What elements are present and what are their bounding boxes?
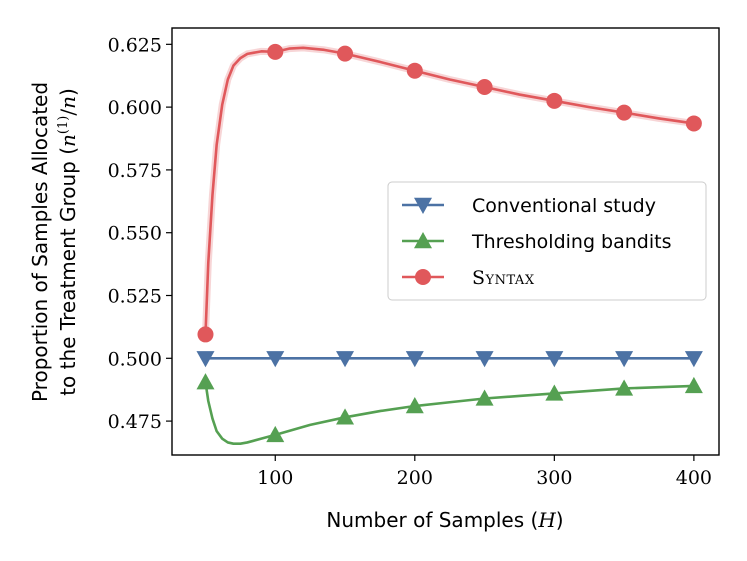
- y-tick-label: 0.525: [108, 286, 162, 308]
- y-axis-label-superscript: (1): [56, 116, 71, 134]
- data-point-conventional-study: [336, 351, 355, 368]
- x-tick-label: 300: [536, 467, 572, 489]
- data-point-conventional-study: [615, 351, 634, 368]
- legend-marker-thresholding-bandits: [414, 232, 432, 249]
- data-point-thresholding-bandits: [545, 384, 564, 401]
- x-tick-label: 100: [257, 467, 293, 489]
- x-axis-label-text: Number of Samples (: [326, 508, 538, 532]
- legend-label-syntax: Syntax: [472, 267, 535, 289]
- data-point-syntax: [197, 326, 214, 343]
- x-axis-label-var: H: [537, 508, 556, 532]
- y-axis-label-n2: n: [56, 96, 80, 109]
- data-point-thresholding-bandits: [615, 379, 634, 396]
- legend-marker-conventional-study: [414, 197, 432, 214]
- data-point-syntax: [267, 43, 284, 60]
- y-axis-label-line2: to the Treatment Group (n(1)/n): [56, 88, 80, 396]
- data-point-thresholding-bandits: [336, 408, 355, 425]
- y-axis-label-line2-text: to the Treatment Group (: [56, 147, 80, 396]
- y-tick-label: 0.625: [108, 34, 162, 56]
- data-point-thresholding-bandits: [196, 373, 215, 390]
- x-tick-label: 200: [397, 467, 433, 489]
- data-point-thresholding-bandits: [405, 397, 424, 414]
- data-point-syntax: [476, 79, 493, 96]
- x-axis-label: Number of Samples (H): [326, 508, 563, 532]
- legend-box: [387, 181, 707, 301]
- legend: Conventional study Thresholding bandits Sy…: [387, 181, 707, 301]
- series-line-thresholding-bandits: [204, 380, 696, 445]
- data-point-syntax: [406, 62, 423, 79]
- legend-marker-syntax: [415, 269, 431, 285]
- data-point-syntax: [685, 115, 702, 132]
- chart-marks: [196, 43, 703, 445]
- y-tick-label: 0.475: [108, 411, 162, 433]
- data-point-conventional-study: [196, 351, 215, 368]
- y-axis-label-slash: /: [56, 109, 80, 116]
- data-point-thresholding-bandits: [475, 389, 494, 406]
- legend-label-conventional-study: Conventional study: [472, 195, 656, 217]
- x-axis-label-close: ): [556, 508, 564, 532]
- x-tick-label: 400: [676, 467, 712, 489]
- data-point-syntax: [337, 45, 354, 62]
- data-point-conventional-study: [405, 351, 424, 368]
- y-axis-label: Proportion of Samples Allocated to the T…: [28, 82, 80, 402]
- y-tick-label: 0.575: [108, 160, 162, 182]
- data-point-thresholding-bandits: [684, 376, 703, 394]
- y-axis-label-n: n: [56, 134, 80, 147]
- y-tick-label: 0.500: [108, 348, 162, 370]
- y-axis-label-line1: Proportion of Samples Allocated: [28, 82, 52, 402]
- y-tick-label: 0.550: [108, 223, 162, 245]
- data-point-conventional-study: [266, 351, 285, 368]
- data-point-thresholding-bandits: [266, 425, 285, 443]
- data-point-syntax: [616, 104, 633, 121]
- data-point-conventional-study: [545, 351, 564, 368]
- data-point-conventional-study: [684, 351, 703, 368]
- y-axis-label-close: ): [56, 88, 80, 96]
- data-point-syntax: [546, 92, 563, 109]
- legend-label-thresholding-bandits: Thresholding bandits: [471, 231, 672, 253]
- y-tick-label: 0.600: [108, 97, 162, 119]
- data-point-conventional-study: [475, 351, 494, 368]
- axis-ticks: 100 200 300 400 0.475 0.500 0.525 0.550 0.575 0.6…: [108, 34, 712, 489]
- plot-frame: [171, 27, 720, 456]
